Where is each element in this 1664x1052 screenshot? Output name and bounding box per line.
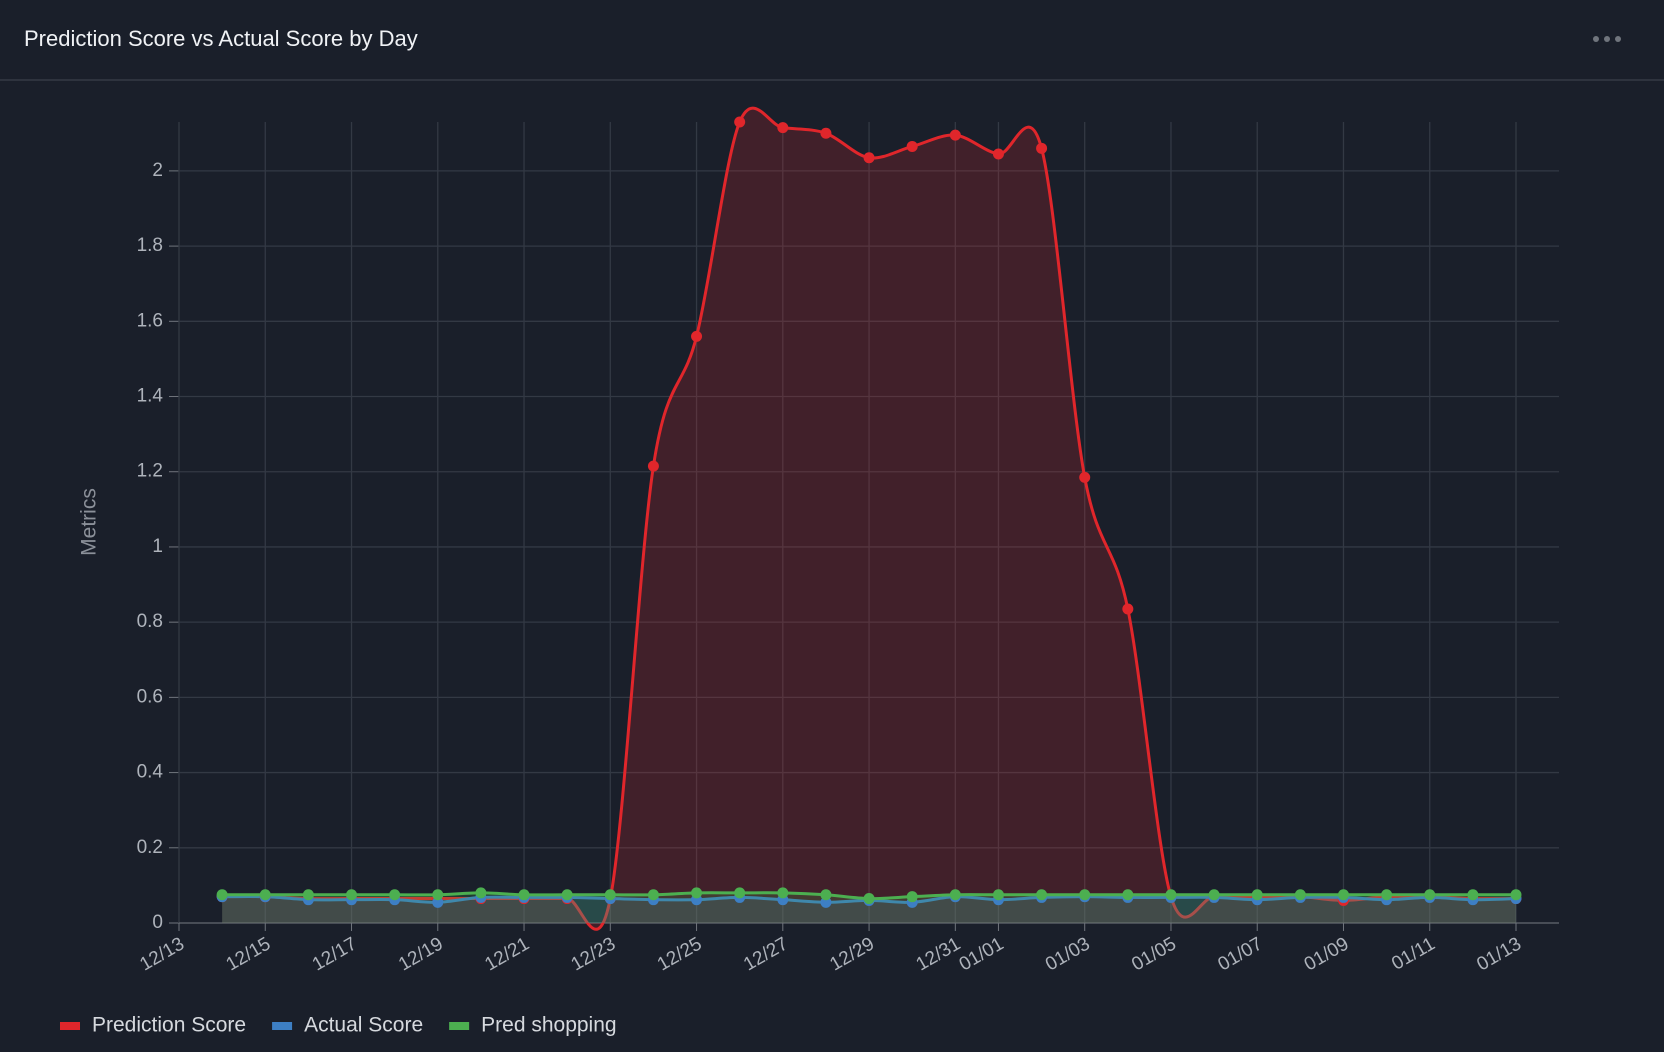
y-tick-label: 1 (152, 536, 163, 557)
data-point (734, 116, 746, 128)
data-point (346, 889, 358, 901)
data-point (777, 887, 789, 899)
menu-dot (1615, 36, 1621, 42)
data-point (647, 889, 659, 901)
data-point (1165, 889, 1177, 901)
y-tick-label: 0.8 (137, 611, 163, 632)
data-point (863, 152, 875, 164)
data-point (475, 887, 487, 899)
menu-dot (1604, 36, 1610, 42)
legend-label: Prediction Score (92, 1014, 246, 1037)
legend-swatch (272, 1022, 293, 1030)
data-point (1251, 889, 1263, 901)
y-tick-label: 2 (152, 160, 163, 181)
y-tick-label: 0 (152, 912, 163, 933)
data-point (691, 887, 703, 899)
data-point (992, 889, 1004, 901)
series-area (222, 108, 1516, 930)
y-tick-label: 1.8 (137, 235, 163, 256)
data-point (259, 889, 271, 901)
data-point (820, 889, 832, 901)
data-point (949, 889, 961, 901)
data-point (1424, 889, 1436, 901)
data-point (432, 889, 444, 901)
data-point (949, 129, 961, 141)
data-point (906, 140, 918, 152)
data-point (1122, 889, 1134, 901)
legend-swatch (449, 1022, 470, 1030)
y-tick-label: 0.2 (137, 837, 163, 858)
data-point (604, 889, 616, 901)
data-point (820, 896, 832, 908)
y-axis-label: Metrics (78, 488, 101, 556)
data-point (1122, 603, 1134, 615)
y-tick-label: 0.4 (137, 762, 164, 783)
legend-label: Pred shopping (481, 1014, 616, 1037)
data-point (1510, 889, 1522, 901)
legend-item[interactable]: Prediction Score (60, 1014, 246, 1037)
data-point (1079, 889, 1091, 901)
y-tick-label: 0.6 (137, 686, 163, 707)
data-point (1467, 889, 1479, 901)
data-point (906, 891, 918, 903)
data-point (561, 889, 573, 901)
data-point (1381, 889, 1393, 901)
menu-dot (1593, 36, 1599, 42)
data-point (1294, 889, 1306, 901)
y-tick-label: 1.4 (137, 386, 164, 407)
data-point (432, 896, 444, 908)
data-point (1036, 142, 1048, 154)
data-point (777, 122, 789, 134)
data-point (992, 148, 1004, 160)
data-point (216, 889, 228, 901)
data-point (1079, 471, 1091, 483)
data-point (734, 887, 746, 899)
data-point (302, 889, 314, 901)
chart-title: Prediction Score vs Actual Score by Day (24, 26, 418, 51)
legend-swatch (60, 1022, 80, 1030)
series-area (222, 892, 1516, 923)
data-point (389, 889, 401, 901)
data-point (820, 127, 832, 139)
y-tick-label: 1.6 (137, 310, 163, 331)
data-point (1337, 889, 1349, 901)
data-point (1036, 889, 1048, 901)
data-point (863, 893, 875, 905)
data-point (518, 889, 530, 901)
legend-label: Actual Score (304, 1014, 423, 1037)
legend-item[interactable]: Actual Score (272, 1014, 423, 1037)
legend-item[interactable]: Pred shopping (449, 1014, 617, 1037)
data-point (647, 460, 659, 472)
menu-button[interactable] (1593, 36, 1621, 42)
y-tick-label: 1.2 (137, 461, 163, 482)
data-point (1208, 889, 1220, 901)
series-area (222, 896, 1516, 923)
data-point (691, 330, 703, 342)
